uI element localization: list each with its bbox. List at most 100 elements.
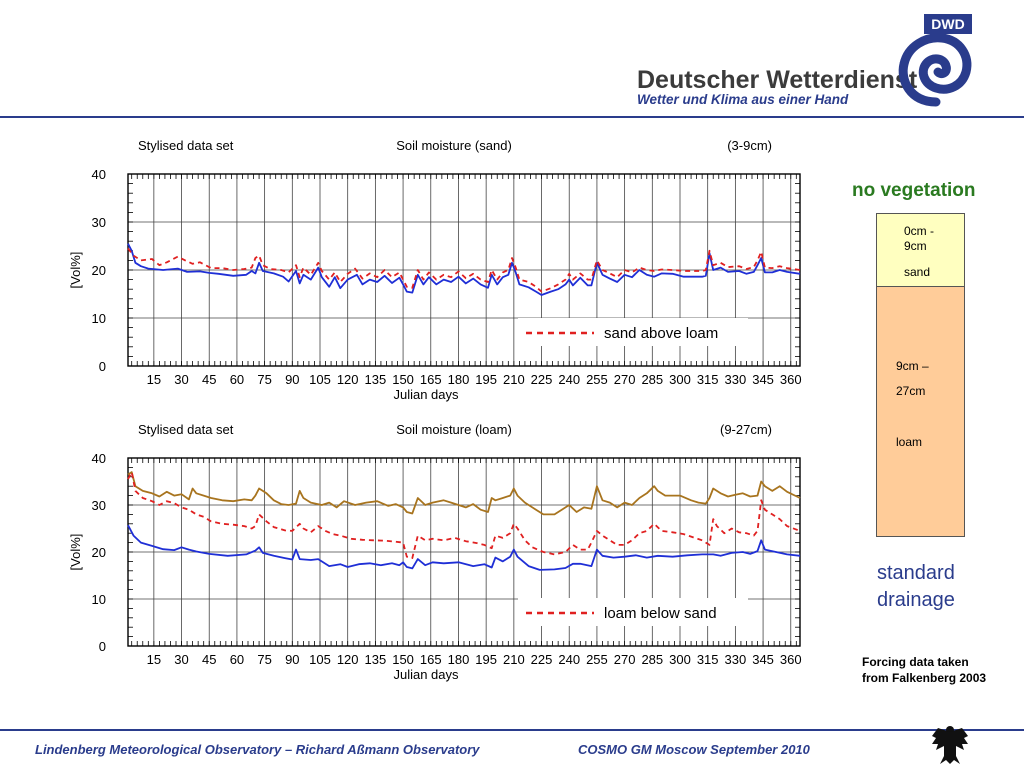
chart-title-left: Stylised data set bbox=[138, 422, 234, 437]
dwd-logo-box bbox=[924, 14, 972, 34]
x-tick-label: 15 bbox=[147, 652, 161, 667]
chart-panel-2: Stylised data set Soil moisture (loam) (9-… bbox=[68, 422, 802, 682]
x-tick-label: 135 bbox=[365, 372, 387, 387]
sand-layer-soil-type: sand bbox=[904, 265, 931, 279]
x-tick-label: 75 bbox=[257, 652, 271, 667]
x-tick-label: 180 bbox=[448, 652, 470, 667]
y-tick-label: 20 bbox=[92, 545, 106, 560]
x-tick-label: 45 bbox=[202, 372, 216, 387]
series-line-2 bbox=[127, 471, 801, 516]
y-tick-label: 0 bbox=[99, 359, 106, 374]
x-tick-label: 225 bbox=[531, 372, 553, 387]
chart-title-right: (3-9cm) bbox=[727, 138, 772, 153]
x-tick-label: 45 bbox=[202, 652, 216, 667]
eagle-body bbox=[932, 728, 968, 764]
footer-event: COSMO GM Moscow September 2010 bbox=[578, 742, 810, 757]
x-tick-label: 105 bbox=[309, 652, 331, 667]
series-line-1 bbox=[127, 524, 801, 571]
y-tick-label: 20 bbox=[92, 263, 106, 278]
y-tick-label: 40 bbox=[92, 167, 106, 182]
x-axis-label: Julian days bbox=[393, 667, 459, 682]
x-tick-label: 285 bbox=[641, 372, 663, 387]
dwd-logo: DWD bbox=[898, 14, 972, 107]
loam-layer-depth-bottom: 27cm bbox=[896, 384, 926, 398]
x-tick-label: 105 bbox=[309, 372, 331, 387]
x-tick-label: 360 bbox=[780, 372, 802, 387]
organization-tagline: Wetter und Klima aus einer Hand bbox=[637, 92, 849, 107]
loam-layer-depth-top: 9cm – bbox=[896, 359, 929, 373]
x-tick-label: 195 bbox=[475, 372, 497, 387]
x-tick-label: 90 bbox=[285, 652, 299, 667]
loam-layer-soil-type: loam bbox=[896, 435, 923, 449]
drainage-label: standard drainage bbox=[877, 560, 955, 614]
series-line-1 bbox=[127, 243, 801, 296]
x-tick-label: 150 bbox=[392, 372, 414, 387]
series-line-2 bbox=[127, 247, 801, 293]
inline-legend-label: loam below sand bbox=[604, 605, 717, 622]
x-tick-label: 90 bbox=[285, 372, 299, 387]
inline-legend-box bbox=[518, 598, 748, 626]
forcing-note-line-2: from Falkenberg 2003 bbox=[862, 671, 987, 685]
dwd-logo-text: DWD bbox=[931, 16, 964, 32]
forcing-note-line-1: Forcing data taken bbox=[862, 655, 969, 669]
x-tick-label: 75 bbox=[257, 372, 271, 387]
x-tick-label: 330 bbox=[725, 652, 747, 667]
x-tick-label: 30 bbox=[174, 372, 188, 387]
y-tick-label: 10 bbox=[92, 592, 106, 607]
x-tick-label: 195 bbox=[475, 652, 497, 667]
x-tick-label: 225 bbox=[531, 652, 553, 667]
soil-layer-sand: 0cm - 9cm sand bbox=[876, 213, 965, 287]
x-tick-label: 210 bbox=[503, 652, 525, 667]
y-tick-label: 10 bbox=[92, 311, 106, 326]
y-axis-label: [Vol%] bbox=[68, 534, 83, 571]
x-tick-label: 120 bbox=[337, 372, 359, 387]
x-tick-label: 30 bbox=[174, 652, 188, 667]
x-tick-label: 345 bbox=[752, 652, 774, 667]
chart-title-left: Stylised data set bbox=[138, 138, 234, 153]
x-tick-label: 345 bbox=[752, 372, 774, 387]
x-tick-label: 60 bbox=[230, 652, 244, 667]
chart-panel-1: Stylised data set Soil moisture (sand) (3-… bbox=[68, 138, 802, 402]
x-tick-label: 270 bbox=[614, 372, 636, 387]
x-tick-label: 255 bbox=[586, 652, 608, 667]
y-axis-label: [Vol%] bbox=[68, 252, 83, 289]
x-tick-label: 180 bbox=[448, 372, 470, 387]
x-tick-label: 165 bbox=[420, 652, 442, 667]
x-tick-label: 300 bbox=[669, 652, 691, 667]
drainage-line-1: standard bbox=[877, 562, 955, 584]
x-tick-label: 360 bbox=[780, 652, 802, 667]
x-tick-label: 165 bbox=[420, 372, 442, 387]
x-tick-label: 285 bbox=[641, 652, 663, 667]
soil-layer-loam: 9cm – 27cm loam bbox=[876, 287, 965, 537]
forcing-note: Forcing data taken from Falkenberg 2003 bbox=[862, 654, 986, 686]
x-tick-label: 150 bbox=[392, 652, 414, 667]
y-tick-label: 30 bbox=[92, 215, 106, 230]
chart-title: Soil moisture (sand) bbox=[396, 138, 512, 153]
x-tick-label: 300 bbox=[669, 372, 691, 387]
x-tick-label: 120 bbox=[337, 652, 359, 667]
federal-eagle-icon bbox=[932, 726, 968, 764]
vegetation-label: no vegetation bbox=[852, 180, 976, 201]
header-divider bbox=[0, 116, 1024, 118]
x-tick-label: 60 bbox=[230, 372, 244, 387]
inline-legend-box bbox=[518, 318, 748, 346]
organization-name: Deutscher Wetterdienst bbox=[637, 66, 918, 94]
footer-divider bbox=[0, 729, 1024, 731]
x-tick-label: 315 bbox=[697, 372, 719, 387]
footer-observatory: Lindenberg Meteorological Observatory – … bbox=[35, 742, 480, 757]
x-axis-label: Julian days bbox=[393, 387, 459, 402]
dwd-logo-spiral bbox=[898, 33, 972, 107]
chart-title: Soil moisture (loam) bbox=[396, 422, 512, 437]
drainage-line-2: drainage bbox=[877, 589, 955, 611]
x-tick-label: 270 bbox=[614, 652, 636, 667]
x-tick-label: 210 bbox=[503, 372, 525, 387]
chart-title-right: (9-27cm) bbox=[720, 422, 772, 437]
x-tick-label: 240 bbox=[558, 372, 580, 387]
soil-moisture-charts: Stylised data set Soil moisture (sand) (3-… bbox=[68, 138, 802, 682]
y-tick-label: 30 bbox=[92, 498, 106, 513]
y-tick-label: 0 bbox=[99, 639, 106, 654]
x-tick-label: 315 bbox=[697, 652, 719, 667]
sand-layer-depth-top: 0cm - bbox=[904, 224, 934, 238]
x-tick-label: 240 bbox=[558, 652, 580, 667]
y-tick-label: 40 bbox=[92, 451, 106, 466]
